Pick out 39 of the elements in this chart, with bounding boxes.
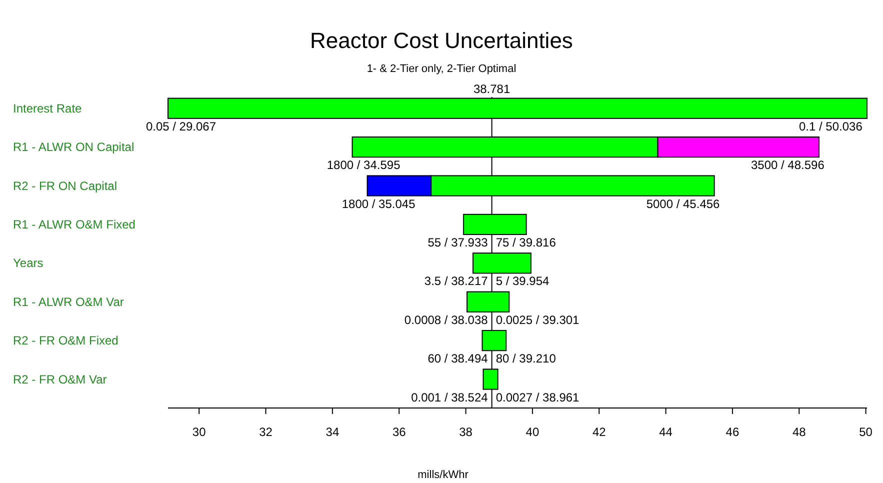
annotation: 75 / 39.816 [496,236,556,250]
x-tick-label: 38 [459,425,473,440]
x-tick-label: 40 [526,425,540,440]
x-tick-label: 34 [326,425,340,440]
annotation: 0.0025 / 39.301 [496,312,580,327]
y-tick-label: R2 - FR ON Capital [13,178,118,193]
y-tick-label: R1 - ALWR O&M Fixed [13,217,136,232]
x-tick-label: 32 [259,425,273,440]
annotation: 0.0008 / 38.038 [404,312,488,327]
x-tick-label: 50 [859,425,873,440]
annotation: 0.001 / 38.524 [411,390,488,404]
annotation: 1800 / 35.045 [342,196,416,211]
x-tick-label: 48 [792,425,806,440]
ref-line-label: 38.781 [473,82,510,96]
annotation: 80 / 39.210 [496,352,556,366]
x-tick-label: 30 [192,425,206,440]
y-tick-label: R1 - ALWR O&M Var [13,294,124,309]
annotation: 0.0027 / 38.961 [496,390,580,404]
x-tick-label: 44 [659,425,673,440]
x-axis-title: mills/kWhr [418,469,469,481]
y-tick-label: R1 - ALWR ON Capital [13,140,134,154]
x-tick-label: 36 [392,425,406,440]
y-tick-label: Years [13,256,44,270]
chart-title: Reactor Cost Uncertainties [310,28,573,53]
annotation: 3500 / 48.596 [751,158,825,172]
annotation: 3.5 / 38.217 [424,274,488,288]
x-tick-label: 46 [726,425,740,440]
annotation: 60 / 38.494 [428,352,488,366]
y-tick-label: R2 - FR O&M Var [13,372,107,386]
x-tick-label: 42 [592,425,606,440]
annotation: 0.1 / 50.036 [799,119,863,134]
y-tick-label: Interest Rate [13,101,82,116]
chart-subtitle: 1- & 2-Tier only, 2-Tier Optimal [366,63,516,75]
annotation: 55 / 37.933 [428,236,488,250]
annotation: 0.05 / 29.067 [146,119,216,134]
annotation: 1800 / 34.595 [326,158,401,172]
y-tick-label: R2 - FR O&M Fixed [13,334,118,348]
annotation: 5000 / 45.456 [646,196,720,211]
annotation: 5 / 39.954 [496,274,550,288]
